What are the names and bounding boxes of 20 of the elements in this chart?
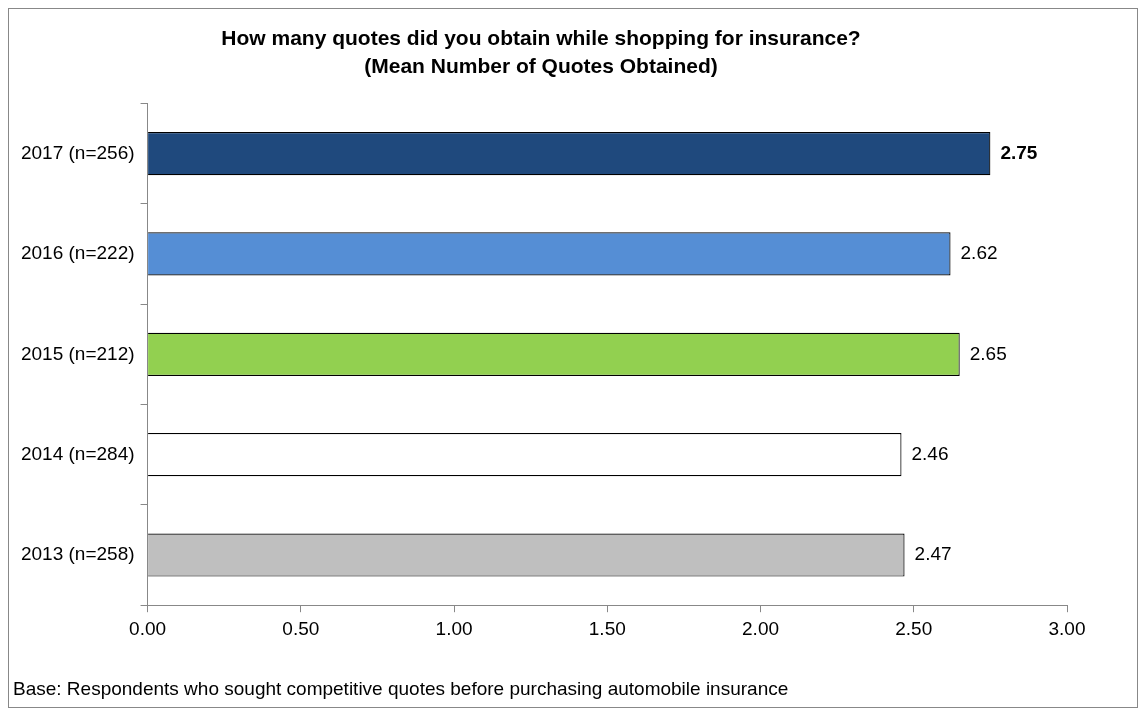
x-tick-label: 0.00 — [129, 617, 167, 639]
y-tick-label: 2013 (n=258) — [20, 543, 135, 565]
x-tick-label: 2.00 — [742, 617, 780, 639]
data-label: 2.46 — [911, 442, 949, 464]
data-label: 2.62 — [960, 242, 998, 264]
x-tick-label: 1.00 — [435, 617, 473, 639]
data-label: 2.75 — [1000, 141, 1038, 163]
chart-title: How many quotes did you obtain while shopping for insurance? — [221, 26, 861, 50]
x-tick-label: 2.50 — [895, 617, 933, 639]
x-tick-label: 0.50 — [282, 617, 320, 639]
text: Base: Respondents who sought competitive quotes before purchasing automobile insurance — [13, 677, 789, 699]
data-label: 2.65 — [969, 342, 1007, 364]
chart-subtitle: (Mean Number of Quotes Obtained) — [364, 53, 718, 77]
y-tick-label: 2015 (n=212) — [20, 342, 135, 364]
x-tick-label: 3.00 — [1048, 617, 1086, 639]
y-tick-label: 2017 (n=256) — [20, 141, 135, 163]
data-label: 2.47 — [914, 543, 952, 565]
y-tick-label: 2016 (n=222) — [20, 242, 135, 264]
x-tick-label: 1.50 — [588, 617, 626, 639]
y-tick-label: 2014 (n=284) — [20, 442, 135, 464]
